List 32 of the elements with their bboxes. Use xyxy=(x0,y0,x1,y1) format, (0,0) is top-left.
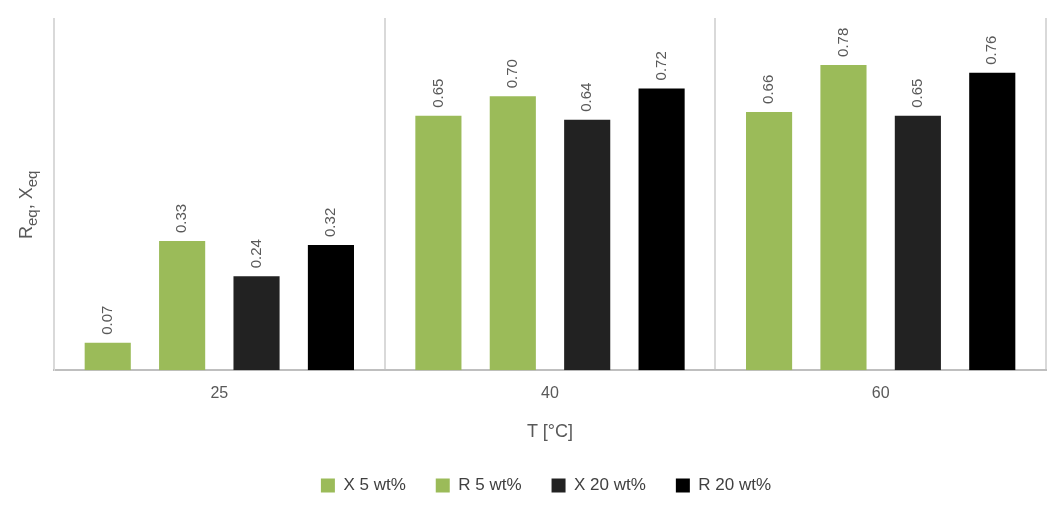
bar xyxy=(415,115,462,371)
data-label: 0.33 xyxy=(172,203,190,234)
bar xyxy=(564,119,611,371)
bar xyxy=(969,72,1016,371)
legend-label: R 5 wt% xyxy=(458,475,522,495)
data-label: 0.64 xyxy=(577,82,595,112)
bar xyxy=(233,276,280,371)
bar xyxy=(307,244,354,371)
data-label: 0.24 xyxy=(246,239,264,269)
data-label: 0.78 xyxy=(833,27,851,57)
bar xyxy=(820,64,867,371)
x-tick-label: 40 xyxy=(541,384,559,402)
legend-label: R 20 wt% xyxy=(698,475,772,495)
bar xyxy=(746,111,793,371)
data-label: 0.70 xyxy=(502,59,520,89)
legend-label: X 20 wt% xyxy=(574,475,646,495)
x-tick-label: 60 xyxy=(871,384,890,402)
bar xyxy=(159,241,206,371)
data-label: 0.65 xyxy=(428,78,446,108)
x-tick-label: 25 xyxy=(210,384,229,402)
bar xyxy=(84,342,131,371)
data-label: 0.66 xyxy=(759,74,777,104)
data-label: 0.65 xyxy=(908,78,926,108)
x-axis-title: T [°C] xyxy=(527,421,573,442)
bar xyxy=(894,115,941,371)
data-label: 0.76 xyxy=(982,35,1000,65)
bar xyxy=(489,96,536,371)
data-label: 0.32 xyxy=(321,207,339,237)
data-label: 0.07 xyxy=(97,305,115,335)
bar xyxy=(638,88,685,371)
data-label: 0.72 xyxy=(651,51,669,81)
legend-label: X 5 wt% xyxy=(343,475,406,495)
